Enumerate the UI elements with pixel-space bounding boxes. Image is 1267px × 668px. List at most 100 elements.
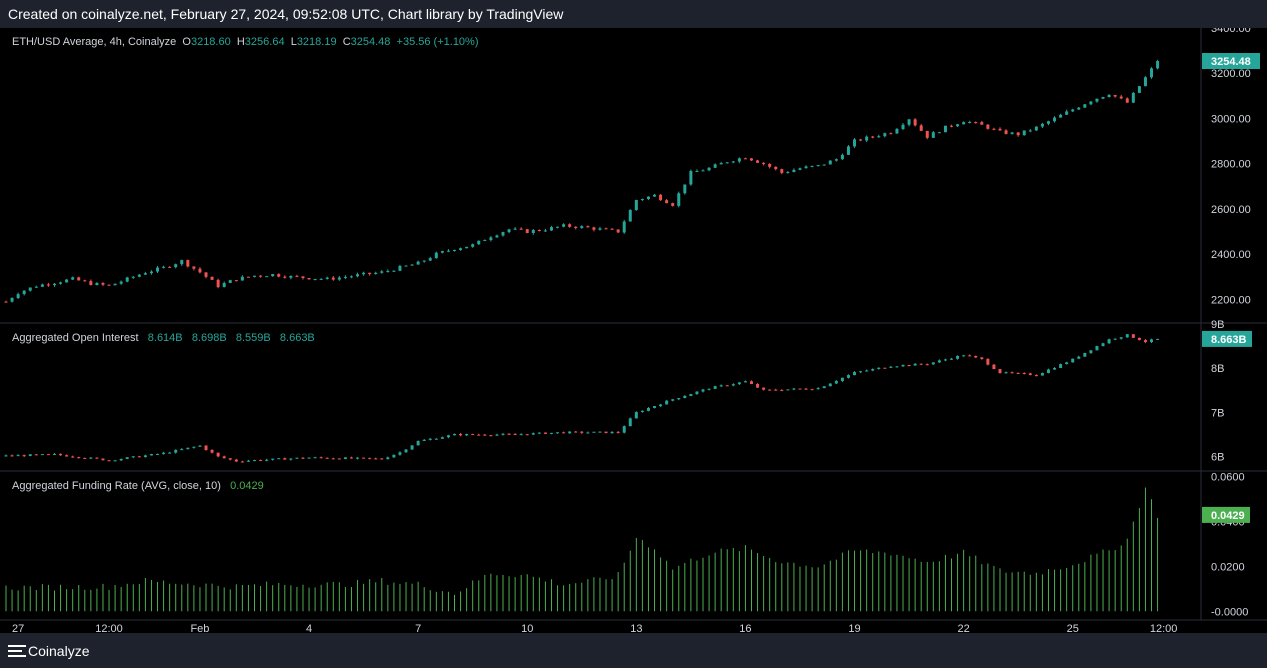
oi-candle-body — [222, 456, 226, 459]
price-candle-body — [743, 158, 747, 160]
oi-candle-body — [525, 434, 529, 436]
oi-candle-body — [1053, 367, 1057, 370]
oi-candle-body — [513, 434, 517, 436]
price-candle-body — [810, 165, 814, 167]
price-legend-title: ETH/USD Average, 4h, Coinalyze — [12, 36, 177, 48]
price-candle-body — [228, 280, 232, 283]
price-legend-low: 3218.19 — [296, 36, 337, 48]
price-y-tick-label: 2200.00 — [1211, 294, 1251, 306]
oi-candle-body — [640, 410, 644, 413]
oi-candle-body — [465, 434, 469, 436]
price-candle-body — [695, 170, 699, 172]
oi-candle-body — [446, 435, 450, 438]
footer-brand[interactable]: Coinalyze — [28, 642, 90, 659]
price-candle-body — [646, 196, 650, 200]
oi-candle-body — [889, 366, 893, 368]
oi-candle-body — [919, 363, 923, 365]
oi-candle-body — [16, 455, 20, 457]
price-legend-open: 3218.60 — [190, 36, 231, 48]
price-candle-body — [713, 164, 717, 168]
price-candle-body — [816, 165, 820, 167]
oi-legend-open: 8.614B — [147, 332, 183, 344]
price-candle-body — [143, 273, 147, 275]
oi-candle-body — [331, 458, 335, 460]
price-candle-body — [992, 128, 996, 130]
price-candle-body — [937, 132, 941, 134]
price-candle-body — [883, 133, 887, 137]
price-candle-body — [1022, 130, 1026, 136]
oi-candle-body — [149, 454, 153, 456]
oi-candle-body — [701, 389, 705, 392]
chart-svg[interactable]: 2200.00 2400.00 2600.00 2800.00 3000.00 3200.… — [0, 28, 1267, 633]
price-candle-body — [186, 260, 190, 267]
price-candle-body — [1089, 101, 1093, 105]
funding-y-tick-label: 0.0200 — [1211, 561, 1245, 573]
price-candle-body — [95, 282, 99, 286]
price-candle-body — [1137, 86, 1141, 93]
oi-candle-body — [877, 367, 881, 369]
price-candle-body — [701, 170, 705, 172]
price-candle-body — [501, 232, 505, 236]
oi-candle-body — [762, 387, 766, 390]
oi-candle-body — [1059, 364, 1063, 368]
oi-candle-body — [434, 438, 438, 440]
price-candle-body — [725, 162, 729, 164]
oi-candle-body — [192, 446, 196, 448]
time-axis-tick-label: 25 — [1067, 623, 1079, 633]
menu-icon[interactable] — [8, 644, 26, 658]
price-candle-body — [386, 270, 390, 272]
price-candle-body — [107, 284, 111, 286]
oi-candle-body — [907, 365, 911, 367]
oi-legend-high: 8.698B — [191, 332, 227, 344]
oi-candle-body — [483, 434, 487, 436]
price-candle-body — [440, 251, 444, 253]
oi-candle-body — [453, 433, 457, 436]
price-candle-body — [149, 271, 153, 274]
price-candle-body — [998, 128, 1002, 131]
price-candle-body — [865, 136, 869, 141]
oi-candle-body — [1150, 339, 1154, 343]
oi-candle-body — [471, 434, 475, 436]
price-candle-body — [125, 277, 129, 282]
oi-candle-body — [301, 457, 305, 459]
oi-candle-body — [174, 449, 178, 453]
oi-candle-body — [1119, 337, 1123, 339]
oi-candle-body — [28, 454, 32, 457]
oi-candle-body — [283, 458, 287, 460]
price-candle-body — [349, 276, 353, 278]
price-candle-body — [210, 276, 214, 280]
oi-candle-body — [489, 435, 493, 437]
oi-candle-body — [271, 458, 275, 460]
price-candle-body — [22, 290, 26, 295]
oi-candle-body — [319, 457, 323, 459]
oi-candle-body — [392, 454, 396, 458]
price-candle-body — [416, 261, 420, 265]
oi-candle-body — [834, 380, 838, 384]
price-candle-body — [83, 280, 87, 282]
price-candle-body — [222, 282, 226, 288]
header-credit: Created on coinalyze.net, February 27, 2… — [0, 0, 1267, 28]
price-candle-body — [519, 228, 523, 230]
oi-candle-body — [295, 457, 299, 459]
oi-candle-body — [622, 426, 626, 433]
oi-candle-body — [859, 371, 863, 373]
oi-candle-body — [168, 452, 172, 454]
oi-candle-body — [828, 383, 832, 387]
price-candle-body — [477, 240, 481, 245]
oi-candle-body — [1083, 352, 1087, 357]
oi-candle-body — [337, 458, 341, 460]
oi-candle-body — [646, 407, 650, 411]
oi-legend-close: 8.663B — [279, 332, 315, 344]
chart-area[interactable]: 2200.00 2400.00 2600.00 2800.00 3000.00 3200.… — [0, 28, 1267, 633]
oi-candle-body — [749, 381, 753, 384]
oi-candle-body — [34, 454, 38, 456]
oi-candle-body — [671, 399, 675, 401]
oi-candle-body — [416, 440, 420, 446]
oi-candle-body — [289, 458, 293, 460]
oi-candle-body — [422, 439, 426, 441]
oi-candle-body — [1095, 346, 1099, 351]
oi-candle-body — [731, 384, 735, 386]
price-legend-change: +35.56 (+1.10%) — [396, 36, 479, 48]
oi-candle-body — [71, 456, 75, 458]
price-candle-body — [265, 276, 269, 278]
